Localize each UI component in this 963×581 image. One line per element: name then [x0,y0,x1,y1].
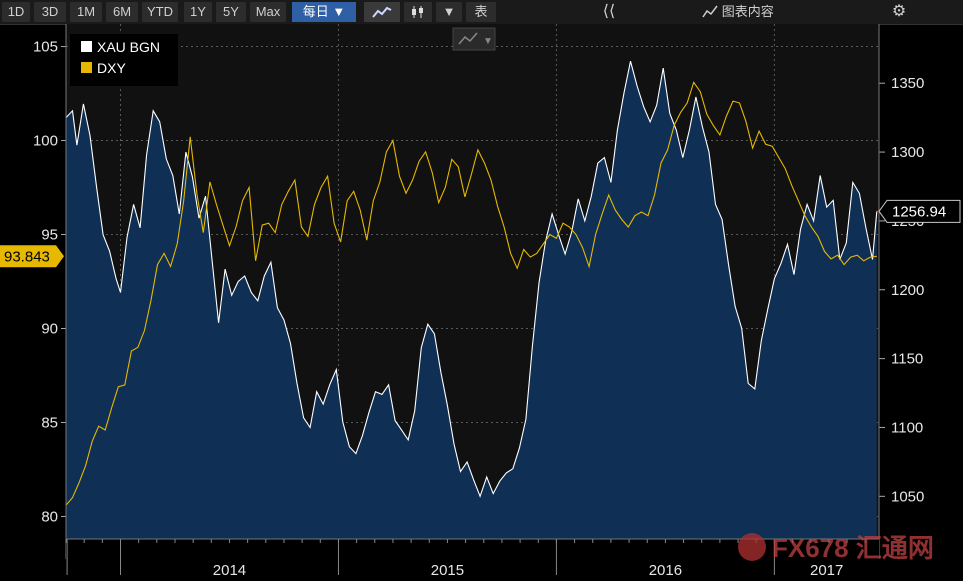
x-year-label: 2014 [213,562,246,579]
watermark: FX678 汇通网 [738,533,934,563]
line-chart-button[interactable] [364,2,400,22]
right-axis: 1050110011501200125013001350 [878,24,924,559]
legend-label-dxy: DXY [97,60,126,76]
chart-options-box [452,27,496,51]
x-year-label: 2016 [649,562,682,579]
range-button-1d[interactable]: 1D [2,2,30,22]
dxy-line [65,81,877,506]
dxy-last-value: 93.843 [4,248,50,265]
mini-line-icon [458,32,478,45]
right-tick-label: 1300 [891,144,924,161]
collapse-panel-button[interactable]: ⟨⟨ [584,2,634,22]
table-view-button[interactable]: 表 [466,2,496,22]
x-year-label: 2015 [431,562,464,579]
candlestick-icon [412,6,423,18]
gold-last-value: 1256.94 [892,203,946,220]
range-button-ytd[interactable]: YTD [142,2,178,22]
legend-label-gold: XAU BGN [97,39,160,55]
triangle-down-icon: ▼ [442,4,456,19]
gear-icon: ⚙ [891,3,907,20]
range-button-5y[interactable]: 5Y [216,2,246,22]
chart-toolbar: 1D 3D 1M 6M YTD 1Y 5Y Max 每日 ▼ ▼ 表 ⟨⟨ 图表… [0,0,963,25]
range-button-6m[interactable]: 6M [106,2,138,22]
dxy-label-bg [0,245,64,268]
left-tick-label: 95 [41,227,58,244]
watermark-logo [738,533,766,561]
line-chart-icon [372,6,392,18]
left-tick-label: 100 [33,133,58,150]
chart-content-icon [702,5,718,18]
range-button-max[interactable]: Max [250,2,286,22]
right-tick-label: 1350 [891,75,924,92]
triangle-down-icon: ▼ [483,36,493,47]
candlestick-button[interactable] [404,2,432,22]
chart-options-button[interactable]: ▼ [452,27,496,51]
right-tick-label: 1150 [891,351,923,368]
frequency-dropdown[interactable]: 每日 ▼ [292,2,356,22]
chart-content-button[interactable]: 图表内容 [690,2,786,22]
watermark-text: FX678 汇通网 [772,533,934,563]
frequency-label: 每日 [302,4,329,19]
x-year-label: 2017 [810,562,843,579]
gold-area [66,61,877,539]
settings-button[interactable]: ⚙ [884,2,914,22]
double-chevron-left-icon: ⟨⟨ [602,3,616,20]
left-tick-label: 90 [41,320,58,337]
left-axis: 80 85 90 95 100 105 [33,24,67,559]
legend: XAU BGN DXY [70,34,178,86]
chart-content-label: 图表内容 [721,4,774,19]
gold-label-bg [878,199,961,223]
left-tick-label: 85 [41,414,58,431]
left-tick-label: 105 [33,39,58,56]
chart-type-dropdown[interactable]: ▼ [436,2,462,22]
legend-swatch-gold [81,41,92,52]
dxy-last-value-label: 93.843 [0,245,64,268]
range-button-3d[interactable]: 3D [34,2,66,22]
legend-swatch-dxy [81,62,92,73]
gold-last-value-label: 1256.94 [878,199,961,223]
right-tick-label: 1050 [891,488,924,505]
triangle-down-icon: ▼ [332,4,346,19]
right-tick-label: 1100 [891,419,923,436]
gold-line [65,61,878,498]
right-tick-label: 1200 [891,282,924,299]
range-button-1m[interactable]: 1M [70,2,102,22]
range-button-1y[interactable]: 1Y [184,2,212,22]
left-tick-label: 80 [41,508,58,525]
